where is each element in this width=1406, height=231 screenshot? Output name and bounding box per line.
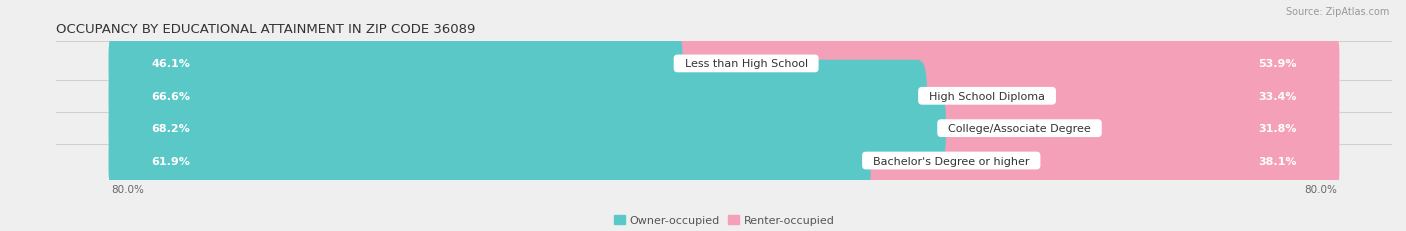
- FancyBboxPatch shape: [108, 28, 1340, 100]
- Text: Source: ZipAtlas.com: Source: ZipAtlas.com: [1285, 7, 1389, 17]
- FancyBboxPatch shape: [108, 61, 1340, 132]
- Text: 38.1%: 38.1%: [1258, 156, 1296, 166]
- Text: 61.9%: 61.9%: [152, 156, 191, 166]
- FancyBboxPatch shape: [108, 61, 927, 132]
- Text: 66.6%: 66.6%: [152, 91, 191, 101]
- FancyBboxPatch shape: [108, 125, 870, 197]
- Text: 53.9%: 53.9%: [1258, 59, 1296, 69]
- FancyBboxPatch shape: [108, 93, 946, 164]
- FancyBboxPatch shape: [903, 61, 1340, 132]
- Text: College/Associate Degree: College/Associate Degree: [941, 124, 1098, 134]
- FancyBboxPatch shape: [108, 28, 682, 100]
- FancyBboxPatch shape: [846, 125, 1340, 197]
- FancyBboxPatch shape: [108, 93, 1340, 164]
- FancyBboxPatch shape: [108, 28, 688, 100]
- Text: High School Diploma: High School Diploma: [922, 91, 1052, 101]
- FancyBboxPatch shape: [108, 93, 950, 164]
- Text: 31.8%: 31.8%: [1258, 124, 1296, 134]
- FancyBboxPatch shape: [658, 28, 1340, 100]
- Text: 46.1%: 46.1%: [152, 59, 191, 69]
- Legend: Owner-occupied, Renter-occupied: Owner-occupied, Renter-occupied: [609, 211, 839, 230]
- Text: 33.4%: 33.4%: [1258, 91, 1296, 101]
- Text: Less than High School: Less than High School: [678, 59, 814, 69]
- Text: OCCUPANCY BY EDUCATIONAL ATTAINMENT IN ZIP CODE 36089: OCCUPANCY BY EDUCATIONAL ATTAINMENT IN Z…: [56, 23, 475, 36]
- Text: 68.2%: 68.2%: [152, 124, 190, 134]
- FancyBboxPatch shape: [108, 61, 932, 132]
- Text: Bachelor's Degree or higher: Bachelor's Degree or higher: [866, 156, 1036, 166]
- FancyBboxPatch shape: [108, 125, 1340, 197]
- FancyBboxPatch shape: [922, 93, 1340, 164]
- FancyBboxPatch shape: [108, 125, 876, 197]
